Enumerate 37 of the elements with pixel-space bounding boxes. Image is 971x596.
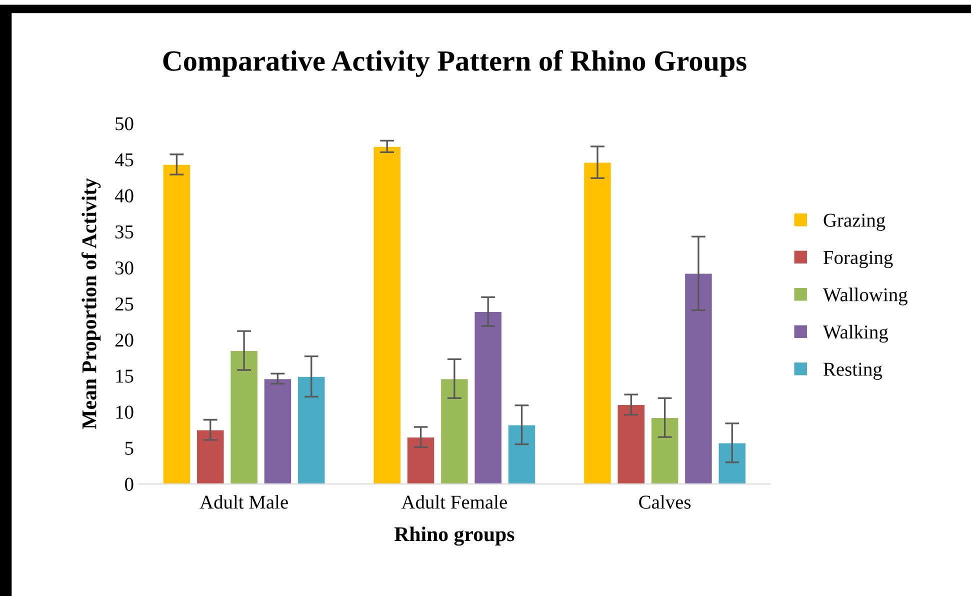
bar [508,424,536,484]
bar [684,272,713,484]
y-tick-label: 5 [125,442,134,455]
legend-label: Foraging [824,251,893,268]
bar [616,404,646,484]
x-tick-label: Adult Female [401,495,507,509]
x-axis-title: Rhino groups [394,526,514,546]
y-tick-label: 10 [116,406,134,419]
bar [162,164,191,484]
bar [718,442,746,484]
y-axis-title: Mean Proportion of Activity [81,178,101,429]
bar [583,162,612,484]
legend-label: Resting [824,362,882,380]
legend-label: Walking [823,324,888,343]
y-tick-label: 0 [125,478,134,491]
chart-title: Comparative Activity Pattern of Rhino Groups [163,50,746,77]
bar [650,417,680,484]
y-tick-label: 45 [114,153,134,166]
y-tick-label: 50 [116,117,134,130]
bar [440,378,469,484]
bar [263,378,292,484]
y-tick-label: 25 [115,298,134,311]
bar [196,429,225,484]
legend-label: Wallowing [823,288,908,306]
legend-label: Grazing [824,214,886,231]
bar [297,376,326,484]
y-tick-label: 40 [114,189,134,202]
x-tick-label: Adult Male [200,495,288,509]
y-tick-label: 30 [115,261,134,275]
y-tick-label: 15 [116,370,134,383]
x-tick-label: Calves [639,495,691,509]
bar [474,311,502,484]
bar [230,350,258,484]
bar [372,146,402,484]
y-tick-label: 35 [115,225,134,238]
y-tick-label: 20 [115,334,134,347]
bar [406,436,435,484]
